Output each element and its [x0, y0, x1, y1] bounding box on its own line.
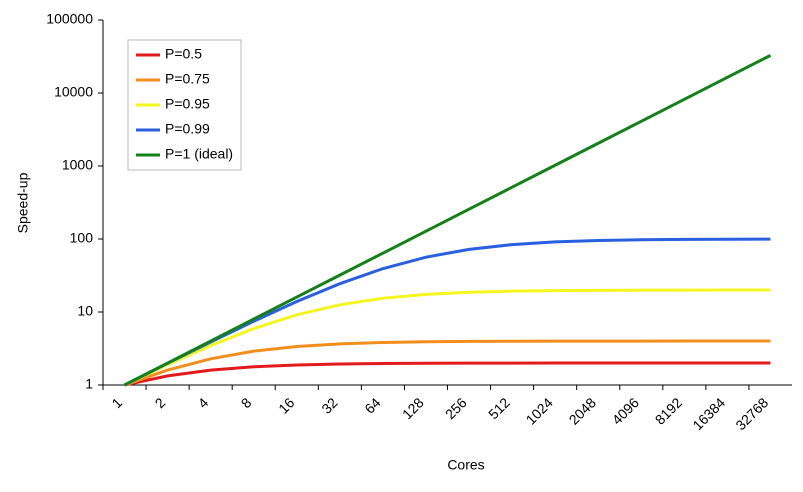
y-tick-label: 1000	[62, 157, 93, 173]
x-tick-label: 512	[485, 394, 513, 422]
x-tick-label: 8	[238, 394, 255, 411]
x-axis-label: Cores	[447, 457, 484, 473]
x-tick-label: 2	[152, 394, 169, 411]
y-tick-label: 10	[77, 303, 93, 319]
series-line	[123, 288, 771, 387]
legend-label: P=0.99	[165, 121, 210, 137]
x-tick-label: 64	[361, 394, 383, 416]
y-tick-label: 100	[70, 230, 94, 246]
x-tick-label: 4	[195, 394, 212, 411]
series-line	[124, 339, 771, 387]
y-tick-label: 100000	[46, 11, 93, 27]
x-tick-label: 1024	[523, 394, 556, 427]
x-tick-label: 128	[399, 394, 427, 422]
x-tick-label: 32768	[732, 394, 771, 433]
legend-label: P=0.75	[165, 71, 210, 87]
legend-label: P=0.5	[165, 46, 202, 62]
legend-label: P=0.95	[165, 96, 210, 112]
y-axis-label: Speed-up	[15, 172, 31, 233]
x-tick-label: 8192	[652, 394, 685, 427]
series-line	[123, 54, 772, 387]
y-tick-label: 1	[85, 376, 93, 392]
x-tick-label: 1	[108, 394, 125, 411]
legend-label: P=1 (ideal)	[165, 146, 233, 162]
x-tick-label: 2048	[566, 394, 599, 427]
x-tick-label: 4096	[609, 394, 642, 427]
y-tick-label: 10000	[54, 84, 93, 100]
x-tick-label: 32	[318, 394, 340, 416]
x-tick-label: 16384	[689, 394, 728, 433]
x-tick-label: 16	[275, 394, 297, 416]
x-tick-label: 256	[442, 394, 470, 422]
series-line	[124, 361, 771, 387]
